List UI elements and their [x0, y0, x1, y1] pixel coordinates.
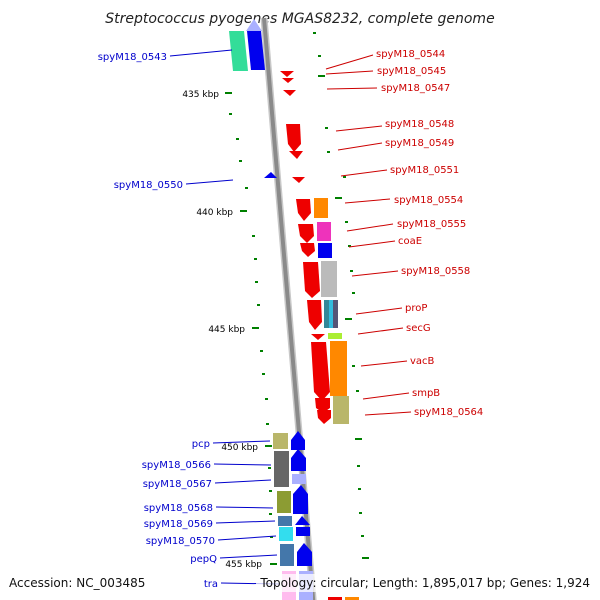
gene-arrow-spyM18_0544[interactable] [280, 71, 294, 77]
gene-block-spyM18_0569[interactable] [278, 516, 292, 526]
gene-block-spyM18_0555[interactable] [317, 222, 331, 241]
gene-arrow-spyM18_0558[interactable] [303, 262, 320, 298]
gene-arrow-spyM18_0564[interactable] [317, 410, 331, 424]
gene-arrow-spyM18_0551[interactable] [292, 177, 305, 183]
gene-block-spyM18_0570[interactable] [279, 527, 293, 541]
gene-block-spyM18_0568[interactable] [277, 491, 291, 513]
major-tick-440 [240, 210, 247, 212]
genome-summary-text: Topology: circular; Length: 1,895,017 bp… [259, 576, 590, 590]
gene-label-spyM18_0568[interactable]: spyM18_0568 [144, 503, 213, 514]
gene-arrow-spyM18_0548[interactable] [286, 124, 301, 152]
gene-label-coaE[interactable]: coaE [398, 236, 422, 247]
forward-strand-labels: spyM18_0544 spyM18_0545 spyM18_0547 spyM… [376, 49, 483, 418]
gene-block-pcp[interactable] [273, 433, 288, 449]
gene-label-pcp[interactable]: pcp [192, 439, 210, 450]
gene-label-spyM18_0548[interactable]: spyM18_0548 [385, 119, 454, 130]
gene-label-spyM18_0558[interactable]: spyM18_0558 [401, 266, 470, 277]
gene-arrow-spyM18_0549[interactable] [289, 151, 303, 159]
gene-block-spyM18_0558[interactable] [321, 261, 337, 297]
gene-block-smpB[interactable] [333, 396, 349, 424]
major-ticks [225, 75, 369, 565]
gene-block-spyM18_0554[interactable] [314, 198, 328, 218]
gene-arrow-spyM18_0570[interactable] [296, 527, 310, 536]
gene-label-spyM18_0544[interactable]: spyM18_0544 [376, 49, 445, 60]
gene-arrow-spyM18_0566[interactable] [291, 449, 306, 471]
gene-label-spyM18_0551[interactable]: spyM18_0551 [390, 165, 459, 176]
gene-label-vacB[interactable]: vacB [410, 356, 435, 367]
gene-label-spyM18_0570[interactable]: spyM18_0570 [146, 536, 215, 547]
gene-label-proP[interactable]: proP [405, 303, 427, 314]
gene-arrow-coaE[interactable] [300, 243, 315, 257]
gene-block-spyM18_0543-b[interactable] [247, 31, 265, 70]
gene-block-proP[interactable] [333, 300, 338, 328]
gene-arrow-vacB[interactable] [311, 342, 330, 401]
reverse-strand-labels: spyM18_0543 spyM18_0550 pcp spyM18_0566 … [98, 52, 218, 590]
gene-block-secG[interactable] [328, 333, 342, 339]
gene-arrow-spyM18_0568[interactable] [293, 485, 308, 514]
scale-label-445: 445 kbp [208, 325, 245, 335]
gene-arrow-pepQ[interactable] [297, 543, 312, 566]
gene-label-pepQ[interactable]: pepQ [190, 554, 217, 565]
gene-label-spyM18_0547[interactable]: spyM18_0547 [381, 83, 450, 94]
gene-arrow-pcp[interactable] [291, 431, 305, 450]
scale-label-435: 435 kbp [182, 90, 219, 100]
gene-arrow-secG[interactable] [311, 334, 325, 340]
gene-label-spyM18_0555[interactable]: spyM18_0555 [397, 219, 466, 230]
minor-ticks [229, 32, 364, 538]
gene-block-spyM18_0566[interactable] [274, 451, 289, 487]
gene-label-spyM18_0549[interactable]: spyM18_0549 [385, 138, 454, 149]
gene-label-spyM18_0550[interactable]: spyM18_0550 [114, 180, 183, 191]
gene-arrow-spyM18_0543[interactable] [246, 19, 262, 31]
gene-label-spyM18_0543[interactable]: spyM18_0543 [98, 52, 167, 63]
gene-label-spyM18_0569[interactable]: spyM18_0569 [144, 519, 213, 530]
gene-label-spyM18_0567[interactable]: spyM18_0567 [143, 479, 212, 490]
gene-arrow-proP[interactable] [307, 300, 322, 330]
gene-arrow-spyM18_0554[interactable] [296, 199, 311, 221]
gene-label-spyM18_0554[interactable]: spyM18_0554 [394, 195, 463, 206]
accession-text: Accession: NC_003485 [9, 576, 145, 590]
major-tick-450 [265, 445, 272, 447]
gene-arrow-spyM18_0547[interactable] [283, 90, 296, 96]
major-tick-435 [225, 92, 232, 94]
gene-label-spyM18_0566[interactable]: spyM18_0566 [142, 460, 211, 471]
gene-block-vacB[interactable] [330, 341, 347, 396]
gene-arrow-spyM18_0550[interactable] [264, 172, 277, 178]
gene-label-spyM18_0564[interactable]: spyM18_0564 [414, 407, 483, 418]
scale-labels: 435 kbp 440 kbp 445 kbp 450 kbp 455 kbp [182, 90, 262, 570]
gene-arrow-spyM18_0555[interactable] [298, 224, 314, 243]
gene-block-coaE[interactable] [318, 243, 332, 258]
label-leaders [169, 49, 412, 585]
gene-block-pepQ[interactable] [280, 544, 294, 566]
gene-label-smpB[interactable]: smpB [412, 388, 440, 399]
scale-label-440: 440 kbp [196, 208, 233, 218]
gene-arrow-spyM18_0545[interactable] [282, 78, 294, 83]
gene-arrow-spyM18_0569[interactable] [295, 516, 310, 525]
major-tick-455 [270, 563, 277, 565]
map-title: Streptococcus pyogenes MGAS8232, complet… [105, 11, 494, 27]
gene-block-spyM18_0543-a[interactable] [229, 31, 248, 71]
scale-label-455: 455 kbp [225, 560, 262, 570]
scale-label-450: 450 kbp [221, 443, 258, 453]
gene-label-spyM18_0545[interactable]: spyM18_0545 [377, 66, 446, 77]
major-tick-445 [252, 327, 259, 329]
gene-label-tra[interactable]: tra [204, 579, 218, 590]
gene-label-secG[interactable]: secG [406, 323, 431, 334]
gene-arrow-smpB[interactable] [315, 398, 330, 413]
footer-backdrop [256, 574, 598, 592]
forward-strand-features [280, 71, 359, 600]
